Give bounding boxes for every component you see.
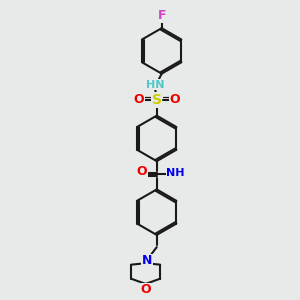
Text: O: O bbox=[169, 93, 180, 106]
Text: NH: NH bbox=[167, 168, 185, 178]
Text: O: O bbox=[140, 283, 151, 296]
Text: O: O bbox=[137, 165, 147, 178]
Text: F: F bbox=[158, 9, 166, 22]
Text: O: O bbox=[133, 93, 144, 106]
Text: HN: HN bbox=[146, 80, 164, 90]
Text: S: S bbox=[152, 93, 162, 107]
Text: N: N bbox=[142, 254, 152, 267]
